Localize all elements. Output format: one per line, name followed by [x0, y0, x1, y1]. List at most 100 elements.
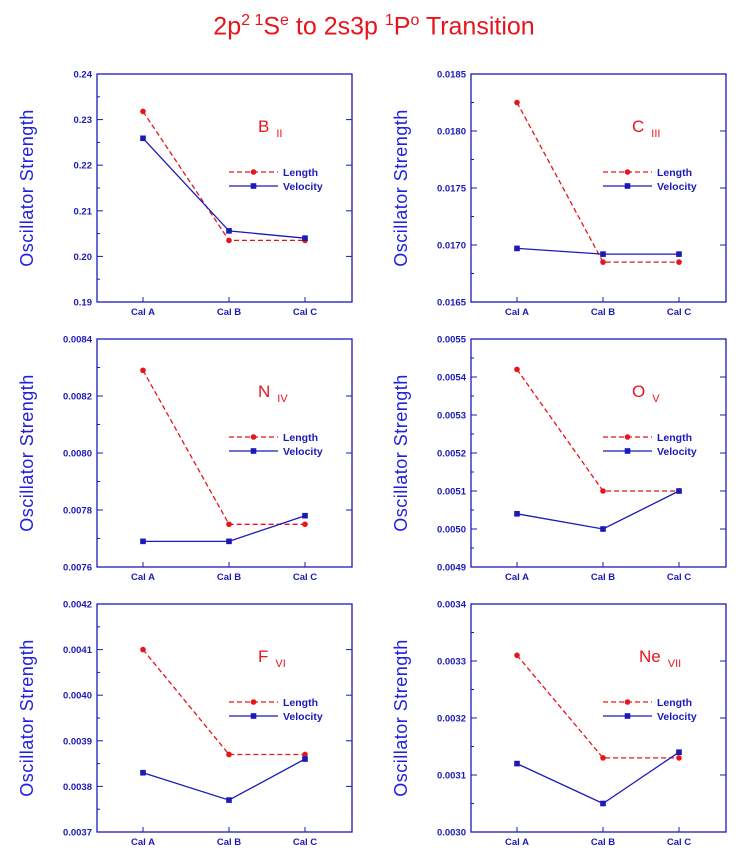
- data-point-length: [302, 521, 308, 528]
- x-tick-label: Cal A: [131, 572, 155, 583]
- y-tick-label: 0.24: [74, 70, 93, 81]
- data-point-velocity: [676, 251, 682, 257]
- data-point-velocity: [302, 235, 308, 241]
- series-line-length: [142, 649, 305, 756]
- y-axis-label: Oscillator Strength: [17, 109, 37, 267]
- y-tick-label: 0.0078: [63, 506, 92, 517]
- x-tick-label: Cal C: [667, 837, 691, 848]
- data-point-velocity: [600, 251, 606, 257]
- data-point-length: [600, 259, 606, 265]
- chart-panel-b-ii: Oscillator Strength 0.19 0.20 0.21 0.22 0.23 0…: [0, 64, 374, 329]
- y-tick-label: 0.0030: [437, 828, 466, 839]
- y-tick-label: 0.0054: [437, 373, 467, 384]
- legend-label-length: Length: [283, 167, 318, 179]
- y-tick-label: 0.0038: [63, 782, 92, 793]
- legend-marker-velocity: [250, 183, 257, 189]
- y-tick-label: 0.0042: [63, 600, 92, 611]
- series-line-velocity: [516, 751, 680, 805]
- legend-marker-length: [250, 169, 257, 175]
- data-point-length: [676, 755, 682, 761]
- figure-title: 2p2 1Se to 2s3p 1Po Transition: [213, 12, 535, 41]
- y-axis-label: Oscillator Strength: [391, 374, 411, 532]
- legend: Length Velocity: [603, 432, 697, 458]
- x-tick-label: Cal C: [667, 572, 691, 583]
- legend-marker-length: [250, 699, 257, 705]
- y-tick-label: 0.23: [74, 115, 93, 126]
- y-tick-label: 0.0041: [63, 645, 93, 656]
- data-point-velocity: [600, 800, 606, 807]
- legend-marker-velocity: [624, 448, 631, 454]
- y-tick-label: 0.0053: [437, 411, 466, 422]
- chart-svg: Oscillator Strength 0.19 0.20 0.21 0.22 0.23 0…: [17, 70, 353, 318]
- y-axis-label: Oscillator Strength: [391, 639, 411, 797]
- ion-label: B II: [258, 117, 282, 140]
- legend-marker-velocity: [624, 183, 631, 189]
- y-tick-label: 0.0034: [437, 600, 467, 611]
- y-tick-label: 0.0080: [63, 449, 92, 460]
- chart-svg: Oscillator Strength 0.0165 0.0170 0.0175 0.0…: [391, 70, 727, 318]
- legend-marker-velocity: [624, 713, 631, 719]
- legend-label-length: Length: [657, 432, 692, 444]
- y-tick-label: 0.20: [74, 252, 93, 263]
- data-point-velocity: [676, 488, 682, 494]
- ion-label: Ne VII: [639, 647, 681, 670]
- y-tick-label: 0.0049: [437, 563, 466, 574]
- chart-panel-n-iv: Oscillator Strength 0.0076 0.0078 0.0080 0.0…: [0, 329, 374, 594]
- data-point-velocity: [302, 512, 308, 519]
- y-tick-label: 0.0033: [437, 657, 466, 668]
- legend: Length Velocity: [229, 432, 323, 458]
- y-tick-label: 0.0165: [437, 298, 467, 309]
- y-tick-label: 0.0050: [437, 525, 466, 536]
- y-tick-label: 0.21: [74, 206, 93, 217]
- legend-marker-length: [624, 169, 631, 175]
- y-axis-label: Oscillator Strength: [17, 374, 37, 532]
- legend-label-velocity: Velocity: [283, 711, 323, 723]
- legend-marker-length: [250, 434, 257, 440]
- data-point-velocity: [140, 538, 146, 545]
- legend: Length Velocity: [229, 697, 323, 723]
- chart-panel-f-vi: Oscillator Strength 0.0037 0.0038 0.0039 0.0…: [0, 594, 374, 859]
- x-tick-label: Cal B: [591, 307, 615, 318]
- legend-label-length: Length: [657, 167, 692, 179]
- data-point-length: [140, 646, 146, 653]
- data-point-velocity: [226, 228, 232, 234]
- data-point-velocity: [140, 135, 146, 142]
- data-point-velocity: [302, 756, 308, 762]
- data-point-length: [600, 488, 606, 494]
- y-tick-label: 0.0082: [63, 392, 92, 403]
- data-point-length: [600, 755, 606, 761]
- chart-svg: Oscillator Strength 0.0030 0.0031 0.0032 0.0…: [391, 600, 727, 848]
- x-tick-label: Cal C: [293, 837, 317, 848]
- data-point-length: [226, 237, 232, 244]
- data-point-velocity: [514, 760, 520, 767]
- legend: Length Velocity: [603, 697, 697, 723]
- data-point-velocity: [226, 797, 232, 803]
- series-line-length: [516, 102, 679, 263]
- series-line-velocity: [516, 490, 680, 530]
- ion-label: N IV: [258, 382, 288, 405]
- legend-label-velocity: Velocity: [657, 711, 697, 723]
- data-point-velocity: [514, 245, 520, 252]
- y-tick-label: 0.19: [74, 298, 93, 309]
- y-axis-label: Oscillator Strength: [17, 639, 37, 797]
- x-tick-label: Cal A: [131, 837, 155, 848]
- ion-label: F VI: [258, 647, 286, 670]
- chart-panel-o-v: Oscillator Strength 0.0049 0.0050 0.0051 0.0…: [374, 329, 748, 594]
- legend-label-velocity: Velocity: [283, 446, 323, 458]
- data-point-length: [676, 259, 682, 265]
- data-point-velocity: [226, 538, 232, 545]
- y-tick-label: 0.0055: [437, 335, 467, 346]
- x-tick-label: Cal B: [591, 837, 615, 848]
- data-point-velocity: [600, 526, 606, 532]
- chart-svg: Oscillator Strength 0.0049 0.0050 0.0051 0.0…: [391, 335, 727, 583]
- data-point-length: [514, 366, 520, 373]
- series-line-length: [516, 654, 679, 759]
- series-line-velocity: [516, 247, 679, 255]
- x-tick-label: Cal B: [217, 837, 241, 848]
- y-tick-label: 0.0032: [437, 714, 466, 725]
- x-tick-label: Cal C: [293, 572, 317, 583]
- data-point-length: [140, 367, 146, 374]
- y-axis-label: Oscillator Strength: [391, 109, 411, 267]
- chart-svg: Oscillator Strength 0.0076 0.0078 0.0080 0.0…: [17, 335, 353, 583]
